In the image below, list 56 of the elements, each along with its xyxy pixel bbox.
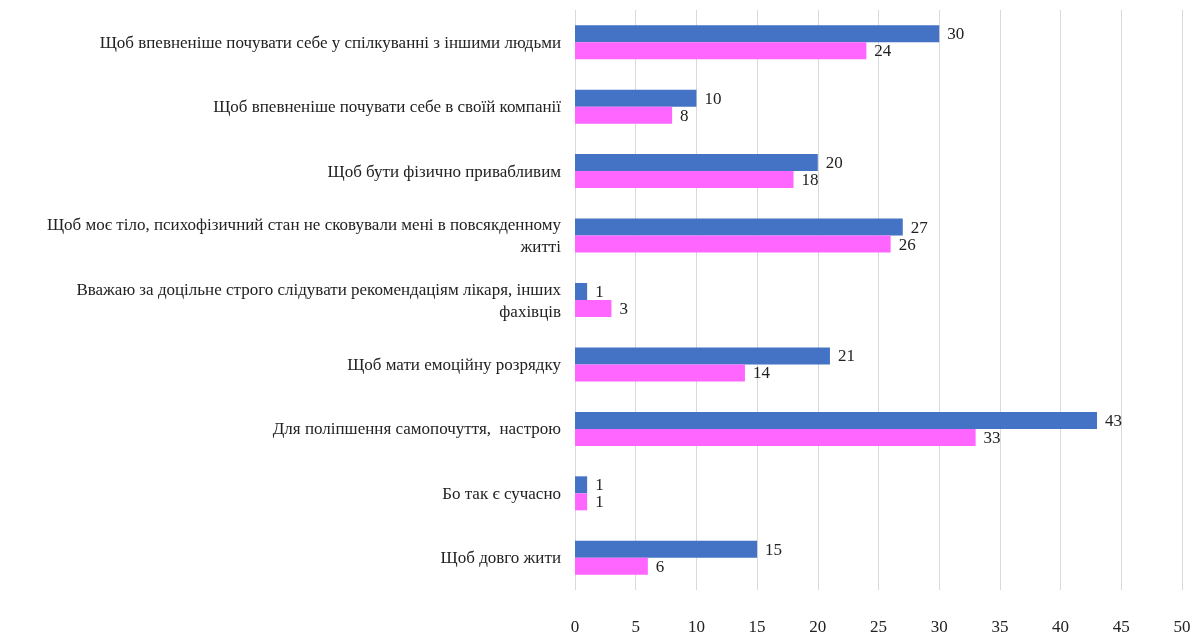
bar: [575, 493, 588, 511]
x-tick-label: 25: [870, 617, 887, 636]
y-tick-label: Щоб впевненіше почувати себе у спілкуванні з іншими людьми: [99, 32, 561, 52]
bar: [575, 89, 697, 107]
data-label: 15: [765, 539, 783, 559]
y-tick-label: Бо так є сучасно: [442, 483, 561, 503]
bar: [575, 218, 903, 236]
data-label: 1: [595, 492, 604, 512]
data-label: 24: [874, 41, 892, 61]
data-label: 6: [655, 556, 665, 576]
bar: [575, 428, 976, 446]
bar: [575, 154, 818, 172]
y-tick-label: Щоб довго жити: [440, 548, 561, 568]
data-label: 27: [910, 217, 929, 237]
data-label: 3: [619, 299, 628, 318]
bar: [575, 235, 891, 253]
bar: [575, 476, 588, 494]
data-label: 26: [898, 234, 916, 254]
bar: [575, 106, 673, 124]
data-label: 33: [983, 427, 1001, 447]
data-label: 14: [752, 363, 771, 383]
data-label: 30: [947, 24, 965, 44]
data-label: 21: [837, 346, 855, 366]
data-label: 8: [680, 105, 689, 125]
data-label: 20: [825, 153, 843, 173]
bar: [575, 283, 588, 300]
x-tick-label: 5: [631, 617, 640, 636]
data-label: 1: [595, 282, 604, 301]
x-tick-label: 50: [1173, 617, 1191, 636]
x-tick-label: 30: [930, 617, 948, 636]
x-tick-label: 35: [991, 617, 1009, 636]
bar: [575, 411, 1098, 429]
data-label: 43: [1105, 410, 1123, 430]
data-label: 10: [704, 88, 722, 108]
bar: [575, 557, 648, 575]
x-tick-label: 20: [809, 617, 827, 636]
x-tick-label: 40: [1052, 617, 1070, 636]
x-tick-label: 10: [687, 617, 705, 636]
bar: [575, 347, 830, 365]
bar: [575, 364, 745, 382]
y-tick-label: Щоб мати емоційну розрядку: [347, 354, 562, 374]
x-tick-label: 45: [1112, 617, 1130, 636]
x-tick-label: 0: [570, 617, 580, 636]
y-tick-label: Щоб впевненіше почувати себе в своїй компанії: [213, 97, 562, 117]
y-tick-label: Щоб моє тіло, психофізичний стан не сковували мені в повсякденному житті: [46, 215, 562, 257]
data-label: 1: [595, 475, 604, 495]
x-tick-label: 15: [748, 617, 766, 636]
bar: [575, 540, 758, 558]
y-tick-label: Вважаю за доцільне строго слідувати рекомендаціям лікаря, інших фахівців: [76, 279, 562, 321]
bar: [575, 42, 867, 60]
bar: [575, 171, 794, 189]
bar: [575, 300, 612, 317]
bar: [575, 25, 940, 43]
data-label: 18: [801, 170, 819, 190]
y-tick-label: Для поліпшення самопочуття, настрою: [272, 419, 562, 439]
y-tick-label: Щоб бути фізично привабливим: [327, 161, 562, 181]
